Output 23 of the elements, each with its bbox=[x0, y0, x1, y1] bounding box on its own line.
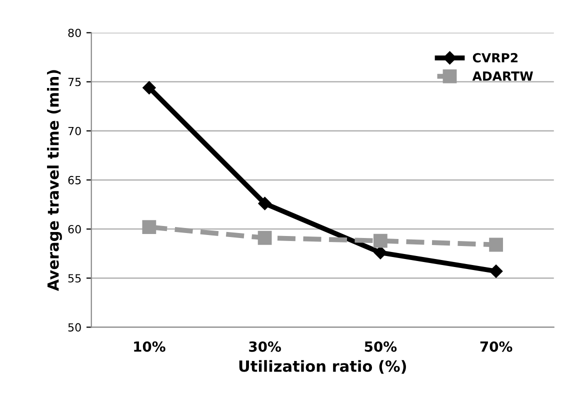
y-tick-label: 55 bbox=[68, 274, 81, 282]
legend-label: CVRP2 bbox=[472, 53, 518, 62]
point bbox=[489, 264, 503, 278]
y-tick-label: 75 bbox=[68, 78, 81, 86]
x-axis-title: Utilization ratio (%) bbox=[239, 360, 406, 374]
point bbox=[258, 196, 272, 210]
y-tick-label: 65 bbox=[68, 176, 81, 184]
point bbox=[142, 81, 156, 94]
legend-label: ADARTW bbox=[472, 72, 533, 81]
point bbox=[373, 234, 388, 248]
point bbox=[489, 238, 503, 252]
x-tick-label: 50% bbox=[364, 341, 397, 352]
y-axis-title: Average travel time (min) bbox=[47, 70, 62, 291]
y-tick-label: 70 bbox=[68, 126, 81, 136]
x-tick-label: 30% bbox=[249, 341, 281, 352]
point bbox=[258, 230, 272, 245]
y-tick-label: 80 bbox=[68, 28, 81, 38]
x-tick-label: 70% bbox=[480, 341, 512, 352]
point bbox=[142, 220, 156, 234]
point bbox=[374, 246, 388, 260]
y-tick-label: 60 bbox=[68, 225, 81, 234]
y-tick-label: 50 bbox=[68, 323, 81, 332]
x-tick-label: 10% bbox=[134, 341, 166, 352]
